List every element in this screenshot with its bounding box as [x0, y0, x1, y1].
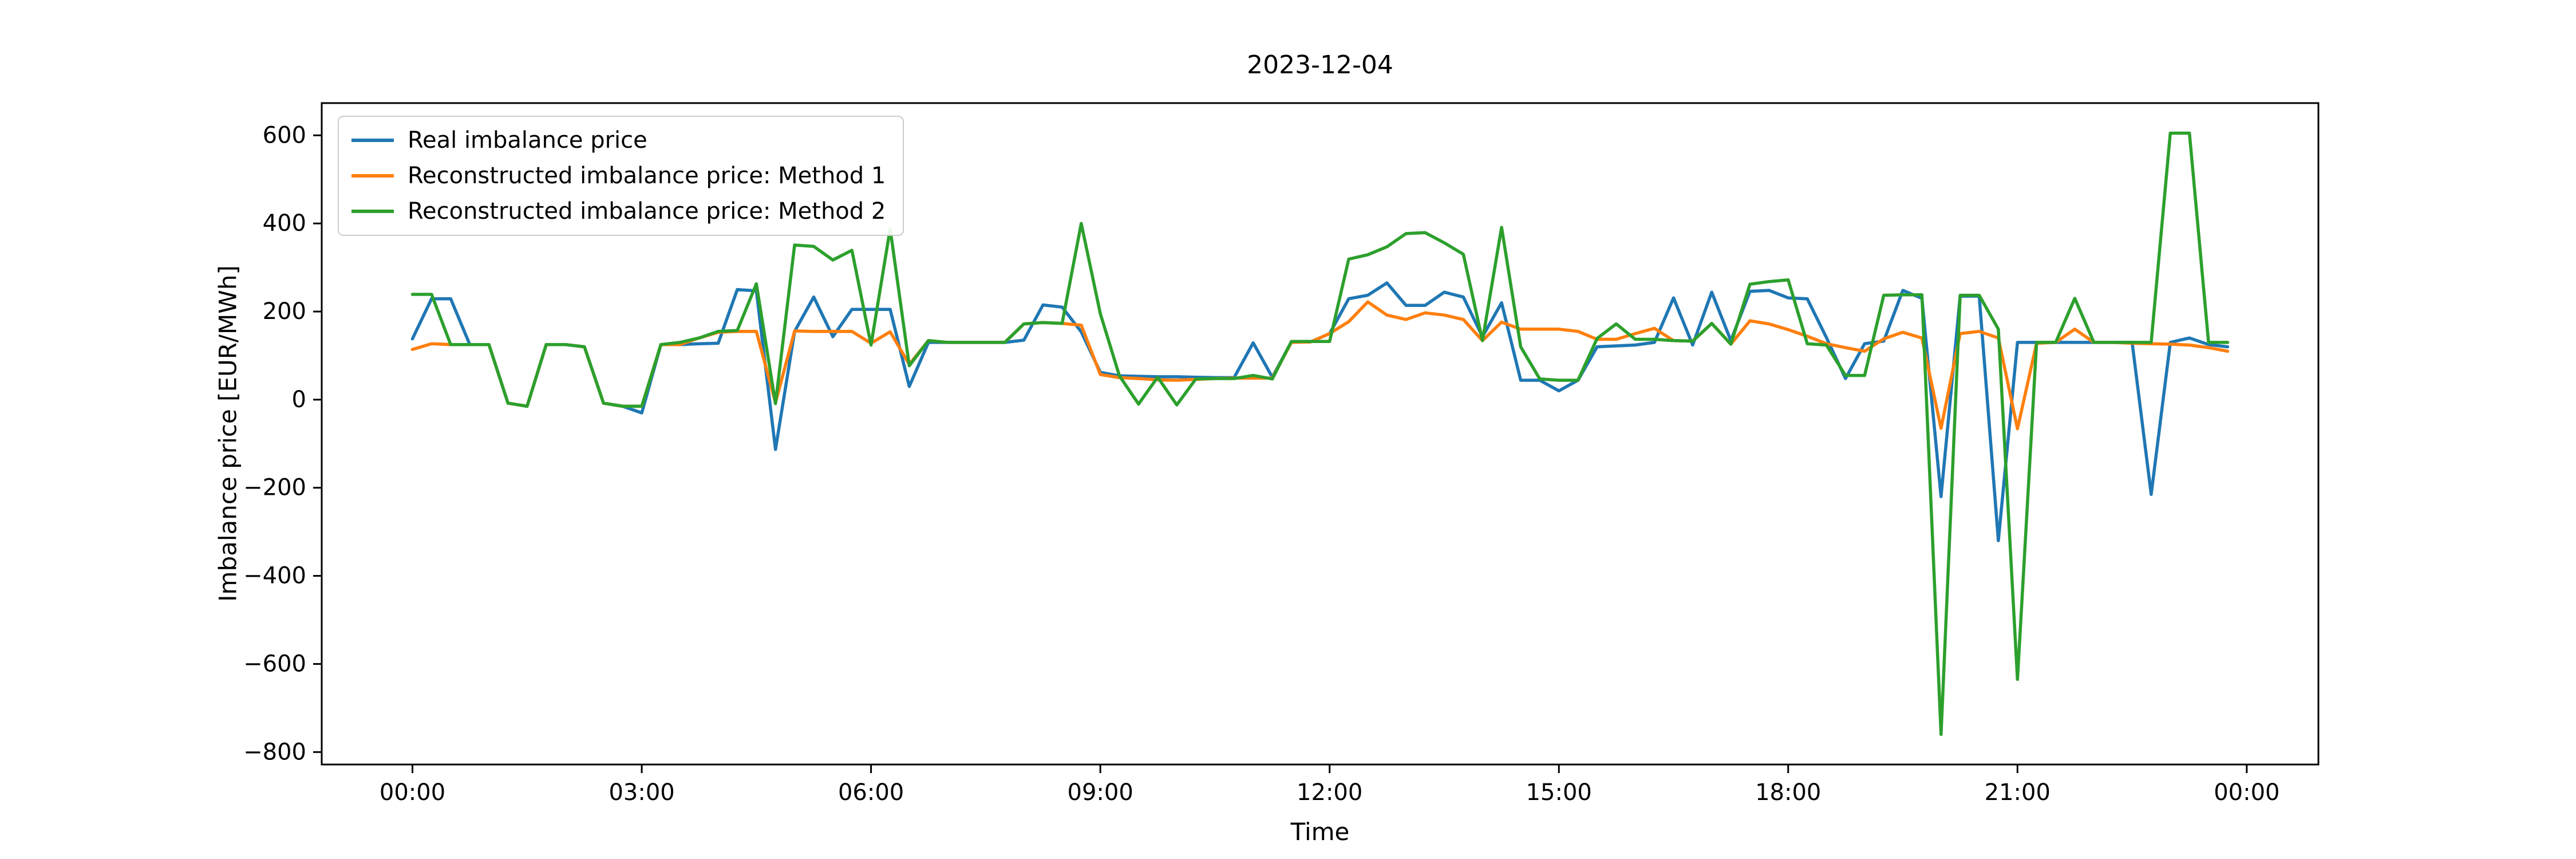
x-tick-label: 09:00 [1068, 779, 1133, 806]
series-line-reconstructed-imbalance-price-method-2 [410, 131, 2230, 736]
x-tick-label: 21:00 [1985, 779, 2050, 806]
x-tick-label: 18:00 [1755, 779, 1821, 806]
legend-label: Reconstructed imbalance price: Method 2 [408, 198, 886, 224]
y-tick-label: −400 [243, 563, 306, 589]
legend-item: Reconstructed imbalance price: Method 2 [351, 198, 886, 224]
legend-item: Reconstructed imbalance price: Method 1 [351, 163, 886, 189]
y-tick-label: 200 [263, 298, 306, 325]
x-tick-label: 06:00 [838, 779, 904, 806]
y-tick-label: 400 [263, 210, 306, 237]
x-tick-label: 00:00 [2214, 779, 2279, 806]
legend-label: Reconstructed imbalance price: Method 1 [408, 163, 886, 189]
axes-frame [321, 102, 2320, 766]
x-axis-label: Time [1290, 818, 1350, 846]
legend-swatch [351, 174, 394, 178]
chart-title: 2023-12-04 [1247, 50, 1393, 80]
legend-swatch [351, 139, 394, 142]
legend: Real imbalance price Reconstructed imbala… [338, 116, 904, 236]
x-tick-label: 15:00 [1526, 779, 1592, 806]
y-tick-label: 600 [263, 122, 306, 148]
x-tick-label: 12:00 [1297, 779, 1362, 806]
y-tick-label: −200 [243, 475, 306, 501]
legend-item: Real imbalance price [351, 127, 886, 153]
legend-label: Real imbalance price [408, 127, 647, 153]
legend-swatch [351, 210, 394, 213]
y-tick-label: −600 [243, 651, 306, 677]
x-tick-label: 03:00 [609, 779, 674, 806]
y-tick-label: 0 [292, 387, 306, 413]
y-tick-label: −800 [243, 739, 306, 765]
x-tick-label: 00:00 [380, 779, 445, 806]
